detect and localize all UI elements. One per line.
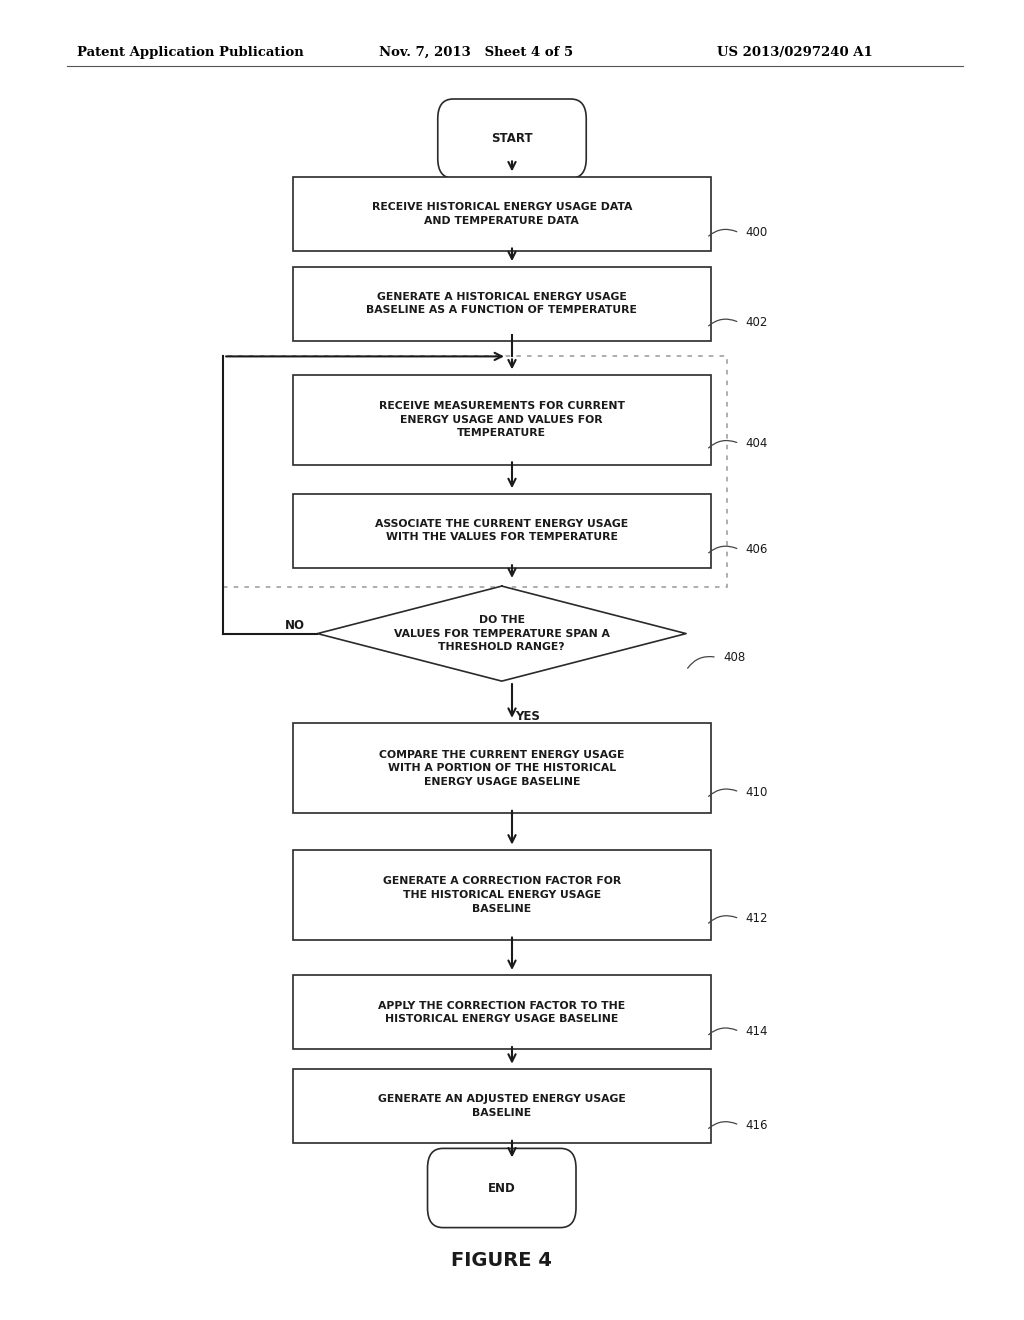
Text: END: END bbox=[487, 1181, 516, 1195]
Text: YES: YES bbox=[515, 710, 540, 723]
Text: 410: 410 bbox=[745, 785, 768, 799]
Text: GENERATE A CORRECTION FACTOR FOR
THE HISTORICAL ENERGY USAGE
BASELINE: GENERATE A CORRECTION FACTOR FOR THE HIS… bbox=[383, 876, 621, 913]
Text: Patent Application Publication: Patent Application Publication bbox=[77, 46, 303, 59]
FancyBboxPatch shape bbox=[293, 375, 711, 465]
FancyBboxPatch shape bbox=[438, 99, 586, 178]
FancyBboxPatch shape bbox=[293, 267, 711, 341]
Text: US 2013/0297240 A1: US 2013/0297240 A1 bbox=[717, 46, 872, 59]
FancyBboxPatch shape bbox=[293, 1069, 711, 1143]
FancyBboxPatch shape bbox=[428, 1148, 575, 1228]
FancyBboxPatch shape bbox=[293, 975, 711, 1049]
FancyBboxPatch shape bbox=[293, 494, 711, 568]
Text: ASSOCIATE THE CURRENT ENERGY USAGE
WITH THE VALUES FOR TEMPERATURE: ASSOCIATE THE CURRENT ENERGY USAGE WITH … bbox=[375, 519, 629, 543]
Polygon shape bbox=[317, 586, 686, 681]
Text: 412: 412 bbox=[745, 912, 768, 925]
Text: COMPARE THE CURRENT ENERGY USAGE
WITH A PORTION OF THE HISTORICAL
ENERGY USAGE B: COMPARE THE CURRENT ENERGY USAGE WITH A … bbox=[379, 750, 625, 787]
Text: 416: 416 bbox=[745, 1118, 768, 1131]
FancyBboxPatch shape bbox=[293, 850, 711, 940]
Text: GENERATE A HISTORICAL ENERGY USAGE
BASELINE AS A FUNCTION OF TEMPERATURE: GENERATE A HISTORICAL ENERGY USAGE BASEL… bbox=[367, 292, 637, 315]
Text: NO: NO bbox=[285, 619, 305, 632]
FancyBboxPatch shape bbox=[293, 723, 711, 813]
Text: FIGURE 4: FIGURE 4 bbox=[452, 1251, 552, 1270]
FancyBboxPatch shape bbox=[293, 177, 711, 251]
Text: DO THE
VALUES FOR TEMPERATURE SPAN A
THRESHOLD RANGE?: DO THE VALUES FOR TEMPERATURE SPAN A THR… bbox=[394, 615, 609, 652]
Text: 408: 408 bbox=[723, 651, 745, 664]
Text: Nov. 7, 2013   Sheet 4 of 5: Nov. 7, 2013 Sheet 4 of 5 bbox=[379, 46, 573, 59]
Bar bbox=[223, 356, 727, 587]
Text: 402: 402 bbox=[745, 315, 768, 329]
Text: RECEIVE HISTORICAL ENERGY USAGE DATA
AND TEMPERATURE DATA: RECEIVE HISTORICAL ENERGY USAGE DATA AND… bbox=[372, 202, 632, 226]
Text: 404: 404 bbox=[745, 437, 768, 450]
Text: 414: 414 bbox=[745, 1024, 768, 1038]
Text: 400: 400 bbox=[745, 226, 768, 239]
Text: RECEIVE MEASUREMENTS FOR CURRENT
ENERGY USAGE AND VALUES FOR
TEMPERATURE: RECEIVE MEASUREMENTS FOR CURRENT ENERGY … bbox=[379, 401, 625, 438]
Text: START: START bbox=[492, 132, 532, 145]
Text: 406: 406 bbox=[745, 543, 768, 556]
Text: GENERATE AN ADJUSTED ENERGY USAGE
BASELINE: GENERATE AN ADJUSTED ENERGY USAGE BASELI… bbox=[378, 1094, 626, 1118]
Text: APPLY THE CORRECTION FACTOR TO THE
HISTORICAL ENERGY USAGE BASELINE: APPLY THE CORRECTION FACTOR TO THE HISTO… bbox=[378, 1001, 626, 1024]
